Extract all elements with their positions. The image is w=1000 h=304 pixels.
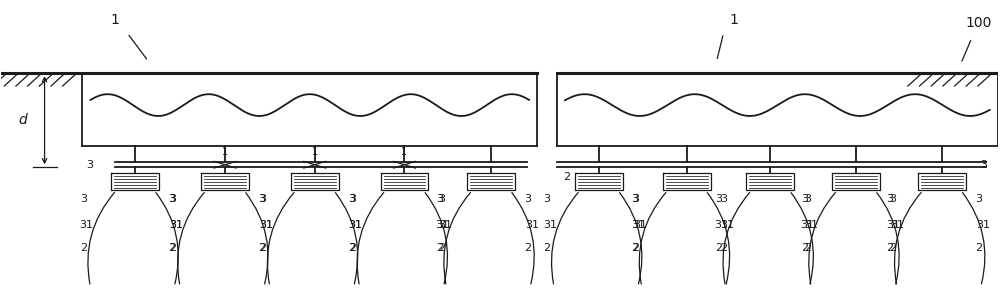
Text: 100: 100 [966,16,992,30]
Text: 31: 31 [435,220,449,230]
Text: 31: 31 [525,220,539,230]
Text: 1: 1 [729,13,738,27]
Text: 2: 2 [632,243,639,253]
Text: 3: 3 [525,194,532,204]
Text: 31: 31 [438,220,452,230]
Text: 31: 31 [633,220,647,230]
Text: 31: 31 [349,220,363,230]
Text: 3: 3 [170,194,177,204]
Text: 1: 1 [222,147,228,157]
Text: 3: 3 [348,194,355,204]
Text: 31: 31 [976,220,990,230]
Text: 31: 31 [169,220,183,230]
Text: 3: 3 [349,194,356,204]
Text: d: d [18,113,27,127]
Text: 3: 3 [980,160,987,170]
Text: 2: 2 [804,243,811,253]
Text: 2: 2 [170,243,177,253]
Text: 2: 2 [169,243,176,253]
Text: 31: 31 [259,220,273,230]
Text: 31: 31 [800,220,814,230]
Text: 1: 1 [312,147,318,157]
Text: 2: 2 [438,243,445,253]
Text: 31: 31 [721,220,735,230]
Text: 2: 2 [525,243,532,253]
Text: 2: 2 [544,243,551,253]
Text: 2: 2 [720,243,727,253]
Text: 3: 3 [86,160,93,170]
Text: 31: 31 [349,220,363,230]
Text: 3: 3 [258,194,265,204]
Text: 31: 31 [543,220,557,230]
Text: 3: 3 [720,194,727,204]
Text: 3: 3 [631,194,638,204]
Text: 2: 2 [563,172,571,182]
Text: 31: 31 [169,220,183,230]
Text: 31: 31 [715,220,729,230]
Text: 3: 3 [890,194,897,204]
Text: 2: 2 [349,243,356,253]
Text: 2: 2 [631,243,638,253]
Text: 2: 2 [80,243,87,253]
Text: 3: 3 [436,194,443,204]
Text: 31: 31 [890,220,904,230]
Text: 1: 1 [111,13,120,27]
Text: 3: 3 [887,194,894,204]
Text: 2: 2 [715,243,722,253]
Text: 2: 2 [436,243,443,253]
Text: 2: 2 [259,243,266,253]
Text: 3: 3 [975,194,982,204]
Text: 2: 2 [886,243,894,253]
Text: 2: 2 [348,243,355,253]
Text: 31: 31 [259,220,273,230]
Text: 2: 2 [889,243,897,253]
Text: 3: 3 [544,194,551,204]
Text: 3: 3 [169,194,176,204]
Text: 1: 1 [401,147,408,157]
Text: 3: 3 [438,194,445,204]
Text: 31: 31 [804,220,818,230]
Text: 2: 2 [801,243,808,253]
Text: 31: 31 [631,220,645,230]
Text: 31: 31 [886,220,900,230]
Text: 3: 3 [715,194,722,204]
Text: 2: 2 [258,243,265,253]
Text: 2: 2 [975,243,982,253]
Text: 3: 3 [259,194,266,204]
Text: 3: 3 [80,194,87,204]
Text: 3: 3 [632,194,639,204]
Text: 3: 3 [804,194,811,204]
Text: 3: 3 [801,194,808,204]
Text: 31: 31 [79,220,93,230]
